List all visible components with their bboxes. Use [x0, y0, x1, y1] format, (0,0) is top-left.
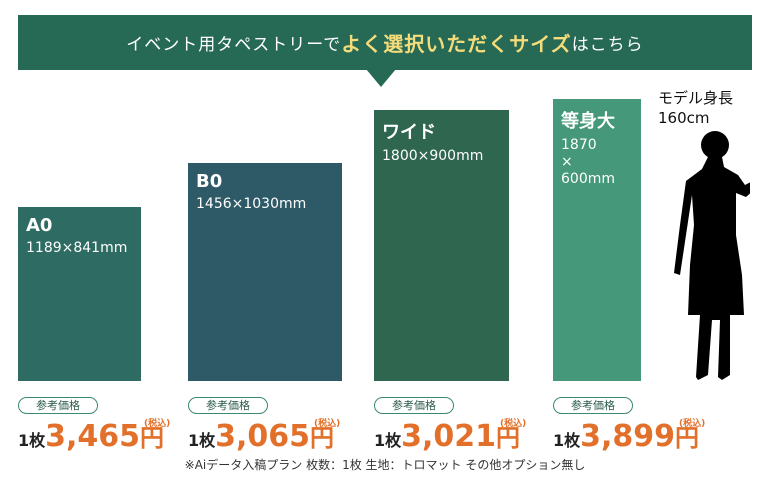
price-value: 3,065 [215, 419, 311, 454]
model-height: 160cm [658, 109, 710, 127]
tax-note: (税込) [500, 419, 527, 429]
banner-tail: はこちら [571, 35, 644, 55]
footnote: ※Aiデータ入稿プラン 枚数：1枚 生地：トロマット その他オプション無し [184, 458, 586, 472]
banner: イベント用タペストリーで よく選択いただくサイズ はこちら [18, 15, 752, 70]
price-value: 3,465 [45, 419, 141, 454]
unit: 1枚 [553, 431, 581, 450]
price-badge: 参考価格 [374, 397, 454, 414]
currency: 円 [675, 424, 700, 452]
size-name: 等身大 [561, 111, 615, 132]
tax-note: (税込) [679, 419, 706, 429]
size-name: B0 [196, 171, 223, 192]
size-name: ワイド [382, 122, 436, 143]
tax-note: (税込) [144, 419, 171, 429]
model-text: モデル身長 [658, 89, 734, 107]
price-value: 3,899 [580, 419, 676, 454]
banner-highlight: よく選択いただくサイズ [341, 32, 572, 56]
size-panel: B0 1456×1030mm [188, 163, 342, 381]
size-dims: × [561, 154, 573, 170]
price: 1枚3,465円(税込) [18, 418, 170, 454]
size-panel: 等身大 1870 × 600mm [553, 99, 641, 381]
unit: 1枚 [18, 431, 46, 450]
unit: 1枚 [188, 431, 216, 450]
size-panel: ワイド 1800×900mm [374, 110, 509, 381]
price-badge: 参考価格 [18, 397, 98, 414]
pointer [366, 69, 396, 87]
price-badge: 参考価格 [553, 397, 633, 414]
size-dims: 1870 [561, 137, 597, 153]
currency: 円 [140, 424, 165, 452]
size-panel: A0 1189×841mm [18, 207, 141, 381]
size-dims: 1800×900mm [382, 148, 484, 164]
price-badge: 参考価格 [188, 397, 268, 414]
currency: 円 [310, 424, 335, 452]
currency: 円 [496, 424, 521, 452]
price: 1枚3,899円(税込) [553, 418, 705, 454]
price-value: 3,021 [401, 419, 497, 454]
price: 1枚3,065円(税込) [188, 418, 340, 454]
silhouette [674, 131, 750, 380]
size-dims: 1456×1030mm [196, 196, 307, 212]
size-dims: 1189×841mm [26, 240, 128, 256]
size-dims: 600mm [561, 171, 615, 187]
banner-lead: イベント用タペストリーで [126, 35, 342, 55]
model-label: モデル身長 160cm [658, 88, 733, 128]
price: 1枚3,021円(税込) [374, 418, 526, 454]
unit: 1枚 [374, 431, 402, 450]
size-name: A0 [26, 215, 53, 236]
tax-note: (税込) [314, 419, 341, 429]
